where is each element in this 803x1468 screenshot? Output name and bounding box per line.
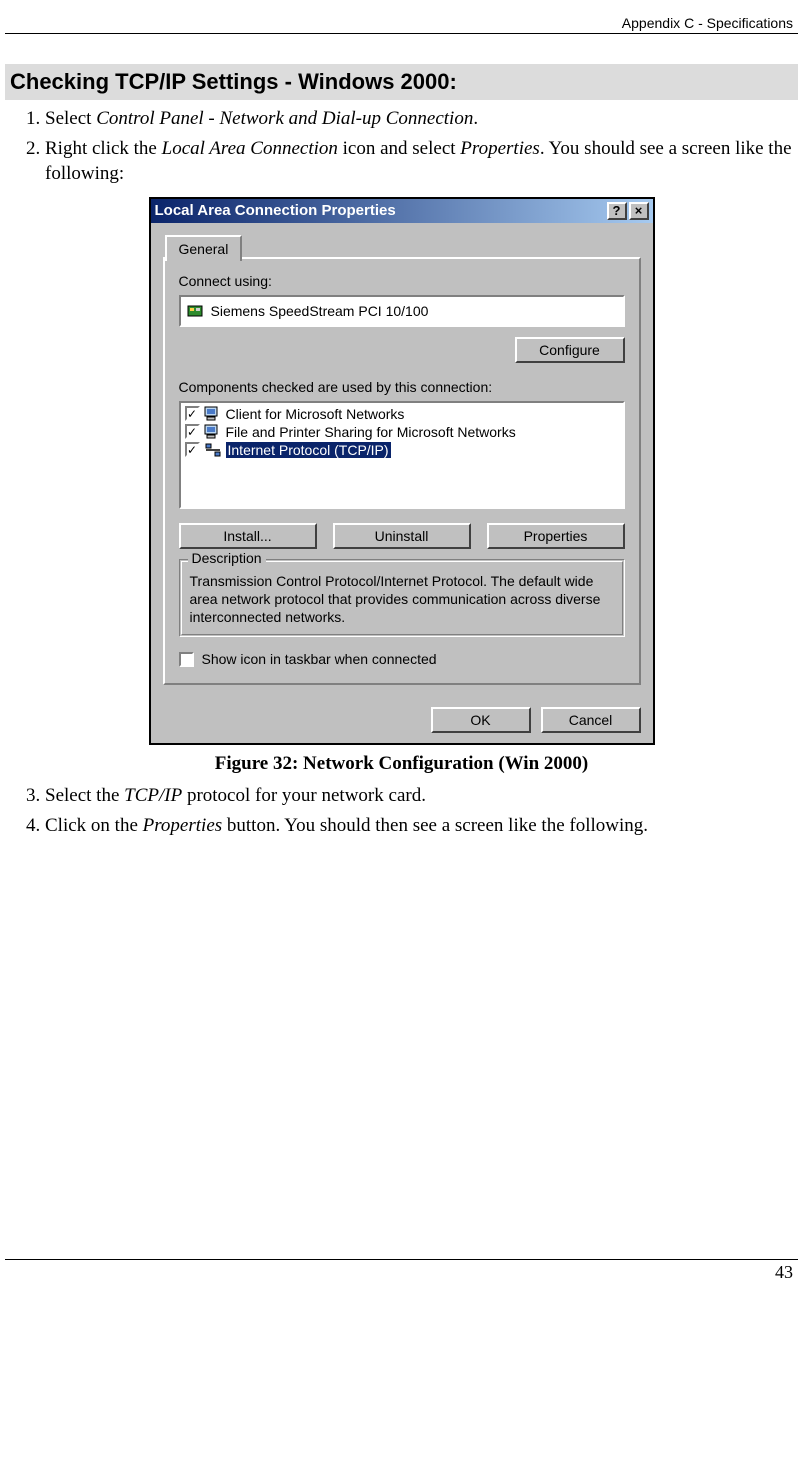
tcpip-icon [204, 442, 222, 458]
checkbox-tcpip[interactable]: ✓ [185, 442, 200, 457]
footer-rule [5, 1259, 798, 1260]
description-group: Description Transmission Control Protoco… [179, 559, 625, 638]
properties-button[interactable]: Properties [487, 523, 625, 549]
show-icon-row[interactable]: Show icon in taskbar when connected [179, 651, 625, 667]
properties-dialog: Local Area Connection Properties ? × Gen… [149, 197, 655, 746]
step-2-em1: Local Area Connection [162, 138, 338, 159]
show-icon-label: Show icon in taskbar when connected [202, 651, 437, 667]
step-2-em2: Properties [460, 138, 540, 159]
checkbox-fileshare[interactable]: ✓ [185, 424, 200, 439]
checkbox-show-icon[interactable] [179, 652, 194, 667]
list-item-fileshare[interactable]: ✓ File and Printer Sharing for Microsoft… [183, 423, 621, 441]
fileshare-icon [204, 424, 222, 440]
tab-panel: Connect using: Siemens SpeedStream PCI 1… [163, 257, 641, 686]
list-label-client: Client for Microsoft Networks [226, 406, 405, 422]
step-2-mid: icon and select [338, 138, 460, 159]
figure-caption: Figure 32: Network Configuration (Win 20… [5, 753, 798, 775]
list-label-tcpip: Internet Protocol (TCP/IP) [226, 442, 391, 458]
close-button[interactable]: × [629, 202, 649, 220]
client-icon [204, 406, 222, 422]
section-title: Checking TCP/IP Settings - Windows 2000: [5, 64, 798, 100]
description-legend: Description [188, 550, 266, 566]
list-item-client[interactable]: ✓ Client for Microsoft Networks [183, 405, 621, 423]
list-item-tcpip[interactable]: ✓ Internet Protocol (TCP/IP) [183, 441, 621, 459]
components-list[interactable]: ✓ Client for Microsoft Networks ✓ File [179, 401, 625, 509]
step-2-pre: Right click the [45, 138, 162, 159]
components-label: Components checked are used by this conn… [179, 379, 625, 395]
step-1: Select Control Panel - Network and Dial-… [45, 106, 798, 132]
titlebar: Local Area Connection Properties ? × [151, 199, 653, 223]
step-1-post: . [473, 108, 478, 129]
adapter-box: Siemens SpeedStream PCI 10/100 [179, 295, 625, 327]
header-rule [5, 33, 798, 34]
step-3-em: TCP/IP [124, 785, 182, 806]
step-3-post: protocol for your network card. [182, 785, 426, 806]
install-button[interactable]: Install... [179, 523, 317, 549]
page-number: 43 [5, 1262, 798, 1283]
titlebar-text: Local Area Connection Properties [155, 202, 605, 219]
ok-button[interactable]: OK [431, 707, 531, 733]
description-text: Transmission Control Protocol/Internet P… [190, 572, 614, 627]
nic-icon [187, 303, 205, 319]
connect-using-label: Connect using: [179, 273, 625, 289]
checkbox-client[interactable]: ✓ [185, 406, 200, 421]
adapter-name: Siemens SpeedStream PCI 10/100 [211, 303, 429, 319]
configure-button[interactable]: Configure [515, 337, 625, 363]
step-3-pre: Select the [45, 785, 124, 806]
step-4: Click on the Properties button. You shou… [45, 813, 798, 839]
list-label-fileshare: File and Printer Sharing for Microsoft N… [226, 424, 516, 440]
step-1-pre: Select [45, 108, 96, 129]
step-2: Right click the Local Area Connection ic… [45, 136, 798, 187]
step-1-em: Control Panel - Network and Dial-up Conn… [96, 108, 473, 129]
appendix-header: Appendix C - Specifications [5, 15, 798, 31]
cancel-button[interactable]: Cancel [541, 707, 641, 733]
uninstall-button[interactable]: Uninstall [333, 523, 471, 549]
step-4-post: button. You should then see a screen lik… [222, 815, 648, 836]
step-3: Select the TCP/IP protocol for your netw… [45, 783, 798, 809]
step-4-pre: Click on the [45, 815, 143, 836]
tab-general[interactable]: General [165, 235, 243, 261]
step-4-em: Properties [143, 815, 223, 836]
help-button[interactable]: ? [607, 202, 627, 220]
